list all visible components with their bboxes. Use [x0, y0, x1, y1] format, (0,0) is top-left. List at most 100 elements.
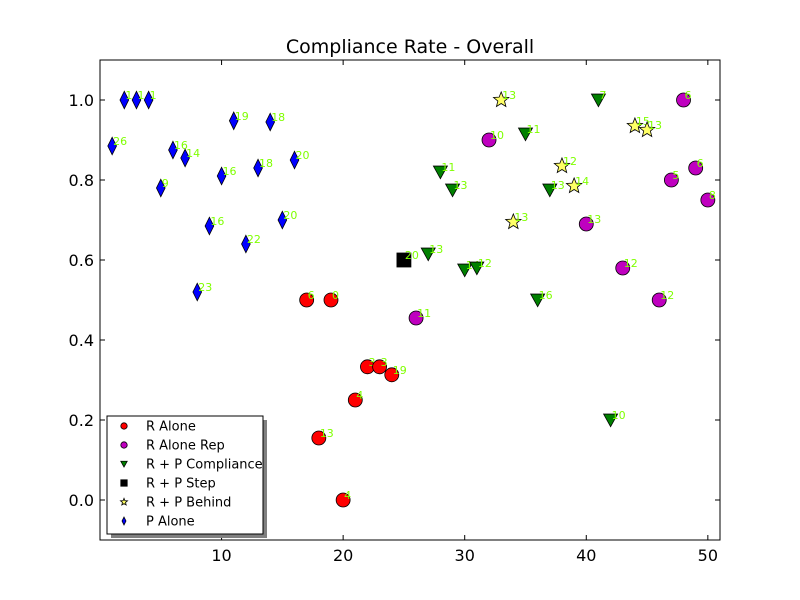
y-tick-label: 1.0 — [69, 91, 94, 110]
data-point-label: 16 — [223, 165, 237, 178]
data-point — [204, 216, 215, 236]
data-point-label: 4 — [344, 489, 351, 502]
data-points: 6013443319111013121256681311131412111613… — [107, 89, 716, 508]
data-point-label: 10 — [490, 129, 504, 142]
data-point-label: 3 — [381, 356, 388, 369]
data-point — [420, 247, 436, 262]
data-point — [517, 127, 534, 142]
x-tick-label: 40 — [576, 546, 596, 565]
data-point-label: 0 — [332, 289, 339, 302]
data-point — [180, 148, 190, 168]
data-point-label: 12 — [563, 155, 577, 168]
data-point — [107, 136, 117, 156]
data-point — [457, 263, 473, 278]
data-point-label: 13 — [454, 179, 468, 192]
legend-marker — [120, 441, 128, 449]
data-point — [676, 92, 691, 108]
series-r-p-step: 20 — [396, 249, 419, 268]
data-point — [444, 183, 461, 198]
data-point — [299, 292, 315, 308]
data-point — [590, 93, 607, 108]
data-point-label: 20 — [296, 149, 310, 162]
x-tick-label: 20 — [333, 546, 353, 565]
data-point — [228, 111, 239, 131]
data-point-label: 12 — [478, 257, 492, 270]
data-point — [408, 310, 424, 326]
data-point — [131, 90, 142, 110]
data-point — [119, 90, 130, 110]
y-tick-label: 0.0 — [69, 491, 94, 510]
legend-label: R Alone Rep — [146, 439, 225, 454]
series-r-alone-rep: 11 10 13 12 12 5 6 6 8 — [408, 89, 716, 326]
data-point-label: 13 — [648, 119, 662, 132]
data-point-label: 13 — [514, 211, 528, 224]
data-point — [143, 90, 154, 110]
data-point — [565, 176, 583, 194]
data-point — [335, 492, 351, 508]
data-point-label: 16 — [174, 139, 188, 152]
data-point — [372, 359, 388, 375]
data-point — [253, 158, 263, 178]
data-point — [323, 292, 339, 308]
data-point-label: 11 — [441, 161, 455, 174]
data-point — [384, 367, 400, 383]
data-point-label: 18 — [259, 157, 273, 170]
data-point — [700, 192, 716, 208]
legend-marker — [120, 479, 128, 487]
data-point — [578, 216, 594, 232]
legend-box — [106, 415, 264, 535]
data-point — [469, 261, 485, 276]
data-point — [155, 178, 166, 198]
data-point-label: 9 — [162, 177, 169, 190]
data-point-label: 18 — [271, 111, 285, 124]
data-point-label: 16 — [539, 289, 553, 302]
x-tick-label: 50 — [698, 546, 718, 565]
axis-ticks: 10 20 30 40 500.00.20.40.60.81.0 — [69, 60, 720, 565]
data-point — [347, 392, 363, 408]
y-tick-label: 0.8 — [69, 171, 94, 190]
data-point — [277, 210, 288, 230]
data-point — [311, 430, 327, 446]
data-point-label: 13 — [502, 89, 516, 102]
data-point-label: 12 — [660, 289, 674, 302]
legend: R Alone R Alone Rep R + P Compliance R + P … — [106, 415, 267, 538]
data-point-label: 12 — [624, 257, 638, 270]
data-point-label: 13 — [320, 427, 334, 440]
x-tick-label: 10 — [211, 546, 231, 565]
legend-marker — [119, 497, 129, 506]
data-point — [663, 172, 679, 188]
legend-label: R + P Compliance — [146, 458, 263, 473]
data-point-label: 8 — [709, 189, 716, 202]
data-point — [265, 112, 275, 132]
data-point-label: 1 — [125, 89, 132, 102]
chart-title: Compliance Rate - Overall — [286, 36, 534, 58]
y-tick-label: 0.6 — [69, 251, 94, 270]
data-point-label: 3 — [368, 356, 375, 369]
data-point-label: 7 — [599, 89, 606, 102]
x-tick-label: 30 — [455, 546, 475, 565]
data-point — [216, 166, 227, 186]
data-point-label: 5 — [672, 169, 679, 182]
data-point — [168, 140, 178, 160]
data-point-label: 19 — [235, 110, 249, 123]
series-r-alone: 6 0 13 4 4 3 3 19 — [299, 289, 407, 508]
data-point — [396, 252, 412, 268]
legend-label: P Alone — [146, 515, 195, 530]
data-point-label: 1 — [137, 89, 144, 102]
data-point — [626, 116, 644, 134]
data-point-label: 6 — [308, 289, 315, 302]
data-point — [651, 292, 667, 308]
legend-marker — [121, 516, 127, 526]
data-point — [529, 293, 546, 308]
data-point — [492, 90, 510, 108]
data-point-label: 6 — [697, 157, 704, 170]
data-point-label: 26 — [113, 135, 127, 148]
y-tick-label: 0.2 — [69, 411, 94, 430]
data-point — [432, 165, 449, 180]
legend-marker — [120, 422, 128, 430]
legend-label: R Alone — [146, 420, 196, 435]
legend-marker — [120, 460, 128, 468]
